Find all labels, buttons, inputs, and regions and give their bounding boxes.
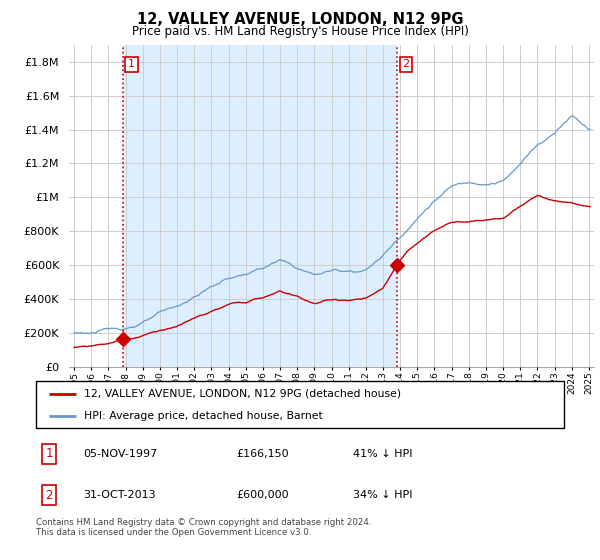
Text: 41% ↓ HPI: 41% ↓ HPI xyxy=(353,449,412,459)
FancyBboxPatch shape xyxy=(36,381,564,428)
Text: 1: 1 xyxy=(46,447,53,460)
Text: 12, VALLEY AVENUE, LONDON, N12 9PG (detached house): 12, VALLEY AVENUE, LONDON, N12 9PG (deta… xyxy=(83,389,401,399)
Text: 2: 2 xyxy=(46,489,53,502)
Text: 1: 1 xyxy=(128,59,135,69)
Text: Price paid vs. HM Land Registry's House Price Index (HPI): Price paid vs. HM Land Registry's House … xyxy=(131,25,469,38)
Text: 34% ↓ HPI: 34% ↓ HPI xyxy=(353,491,412,501)
Text: 05-NOV-1997: 05-NOV-1997 xyxy=(83,449,158,459)
Text: 2: 2 xyxy=(403,59,409,69)
Bar xyxy=(123,45,397,367)
Text: HPI: Average price, detached house, Barnet: HPI: Average price, detached house, Barn… xyxy=(83,410,322,421)
Text: £600,000: £600,000 xyxy=(236,491,289,501)
Text: 31-OCT-2013: 31-OCT-2013 xyxy=(83,491,156,501)
Text: Contains HM Land Registry data © Crown copyright and database right 2024.
This d: Contains HM Land Registry data © Crown c… xyxy=(36,518,371,538)
Text: 12, VALLEY AVENUE, LONDON, N12 9PG: 12, VALLEY AVENUE, LONDON, N12 9PG xyxy=(137,12,463,27)
Text: £166,150: £166,150 xyxy=(236,449,289,459)
